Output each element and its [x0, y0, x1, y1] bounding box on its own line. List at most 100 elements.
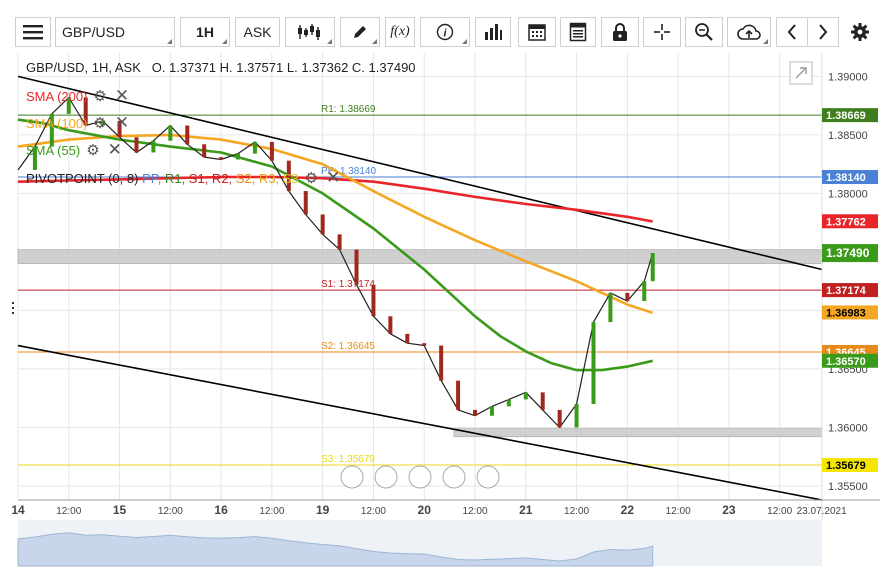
support-zone — [453, 428, 823, 438]
pivot-tag — [822, 170, 878, 185]
candle — [591, 322, 596, 405]
price-tag-text: 1.37762 — [826, 216, 866, 228]
crosshair-icon[interactable] — [643, 17, 681, 47]
gear-icon[interactable]: ⚙ — [93, 88, 107, 105]
zoom-icon[interactable] — [685, 17, 723, 47]
candle — [100, 120, 105, 126]
close-icon[interactable]: ✕ — [107, 140, 122, 159]
pivot-label: S1: 1.37174 — [321, 279, 375, 290]
series — [17, 96, 655, 429]
price-tag — [822, 305, 878, 320]
candle — [151, 140, 156, 153]
candle — [557, 409, 562, 428]
svg-text:i: i — [443, 28, 447, 40]
info-icon[interactable]: i — [420, 17, 470, 47]
navigator-series — [17, 532, 654, 567]
pivot-lines: R1: 1.38669 PP: 1.38140 S1: 1.37174 S2: 1.3… — [18, 104, 822, 466]
menu-icon[interactable] — [15, 17, 51, 47]
pivot-tag-text: 1.38669 — [826, 110, 866, 122]
pivot-label: PP: 1.38140 — [321, 166, 376, 177]
x-tick-label: 12:00 — [158, 506, 183, 517]
pivot-legend-item: R2, — [208, 171, 233, 186]
legend-label: SMA (55) — [26, 143, 81, 158]
x-tick-label: 12:00 — [767, 506, 792, 517]
candle — [49, 113, 54, 147]
x-tick-label: 21 — [519, 503, 533, 517]
expand-icon[interactable] — [789, 61, 813, 85]
pivot-tag — [822, 283, 878, 298]
timeframe-select[interactable]: 1H — [180, 17, 230, 47]
close-icon[interactable]: ✕ — [114, 86, 130, 105]
x-tick-label: 22 — [621, 503, 635, 517]
sma-line — [17, 118, 653, 372]
y-tick-label: 1.38000 — [828, 188, 868, 200]
lock-icon[interactable] — [601, 17, 639, 47]
legend-item[interactable]: SMA (200) ⚙ ✕ — [26, 86, 129, 106]
price-side-select[interactable]: ASK — [235, 17, 280, 47]
gear-icon[interactable]: ⚙ — [304, 170, 319, 187]
pivot-legend[interactable]: PIVOTPOINT (0, 8) PP, R1, S1, R2, S2, R3… — [26, 168, 340, 188]
arrow-left-icon[interactable] — [776, 17, 808, 47]
resize-handle[interactable] — [12, 302, 14, 314]
symbol-select[interactable]: GBP/USD — [55, 17, 175, 47]
gear-icon[interactable]: ⚙ — [86, 142, 100, 159]
x-tick-label: 23 — [722, 503, 736, 517]
price-tag-text: 1.36983 — [826, 307, 866, 319]
legend-item[interactable]: SMA (55) ⚙ ✕ — [26, 140, 122, 160]
pencil-icon[interactable] — [340, 17, 380, 47]
legend-item[interactable]: SMA (100) ⚙ ✕ — [26, 113, 129, 133]
price-tag — [822, 244, 878, 263]
y-tick-label: 1.38500 — [828, 130, 868, 142]
candle — [608, 292, 613, 323]
candle — [83, 97, 88, 126]
table-icon[interactable] — [560, 17, 596, 47]
x-tick-label: 12:00 — [259, 506, 284, 517]
candles-icon[interactable] — [285, 17, 335, 47]
legend-label: SMA (200) — [26, 89, 88, 104]
symbol-label: GBP/USD — [62, 24, 126, 40]
x-tick-label: 12:00 — [666, 506, 691, 517]
calendar-icon[interactable] — [518, 17, 556, 47]
plot-area — [18, 53, 822, 500]
x-tick-label: 20 — [418, 503, 432, 517]
sma-line — [17, 175, 653, 223]
timeframe-label: 1H — [196, 24, 214, 40]
bars-icon[interactable] — [475, 17, 511, 47]
close-icon[interactable]: ✕ — [326, 168, 341, 187]
y-tick-label: 1.35500 — [828, 481, 868, 493]
candle — [185, 125, 190, 145]
pivot-legend-name: PIVOTPOINT (0, 8) — [26, 171, 139, 186]
price-side-label: ASK — [243, 24, 272, 40]
candle — [439, 345, 444, 381]
price-tag-text: 1.36570 — [826, 356, 866, 368]
price-tag — [822, 353, 878, 368]
x-axis: 14 12:00 15 12:00 16 12:00 19 12:00 20 12:00 21 12:… — [11, 499, 880, 517]
pivot-legend-item: PP, — [138, 171, 162, 186]
candle — [269, 141, 274, 161]
function-icon[interactable]: f(x) — [385, 17, 415, 47]
close-icon[interactable]: ✕ — [114, 113, 130, 132]
price-tag-text: 1.37490 — [826, 246, 870, 260]
candle — [219, 157, 224, 160]
pivot-tag-text: 1.38140 — [826, 172, 866, 184]
gear-icon[interactable] — [845, 17, 875, 47]
gear-icon[interactable]: ⚙ — [93, 115, 107, 132]
cloud-upload-icon[interactable] — [727, 17, 771, 47]
pivot-tag — [822, 108, 878, 123]
x-tick-label: 12:00 — [56, 506, 81, 517]
arrow-right-icon[interactable] — [807, 17, 839, 47]
candle — [506, 399, 511, 407]
candle — [320, 214, 325, 235]
zoom-in-icon — [442, 465, 466, 489]
candle — [422, 343, 427, 346]
trendline — [17, 344, 823, 501]
zones — [17, 249, 823, 438]
candle — [134, 137, 139, 153]
pivot-label: S3: 1.35679 — [321, 454, 375, 465]
y-tick-label: 1.36000 — [828, 422, 868, 434]
x-tick-label: 12:00 — [462, 506, 487, 517]
x-tick-label: 19 — [316, 503, 330, 517]
candle — [286, 160, 291, 192]
prev-icon — [340, 465, 364, 489]
